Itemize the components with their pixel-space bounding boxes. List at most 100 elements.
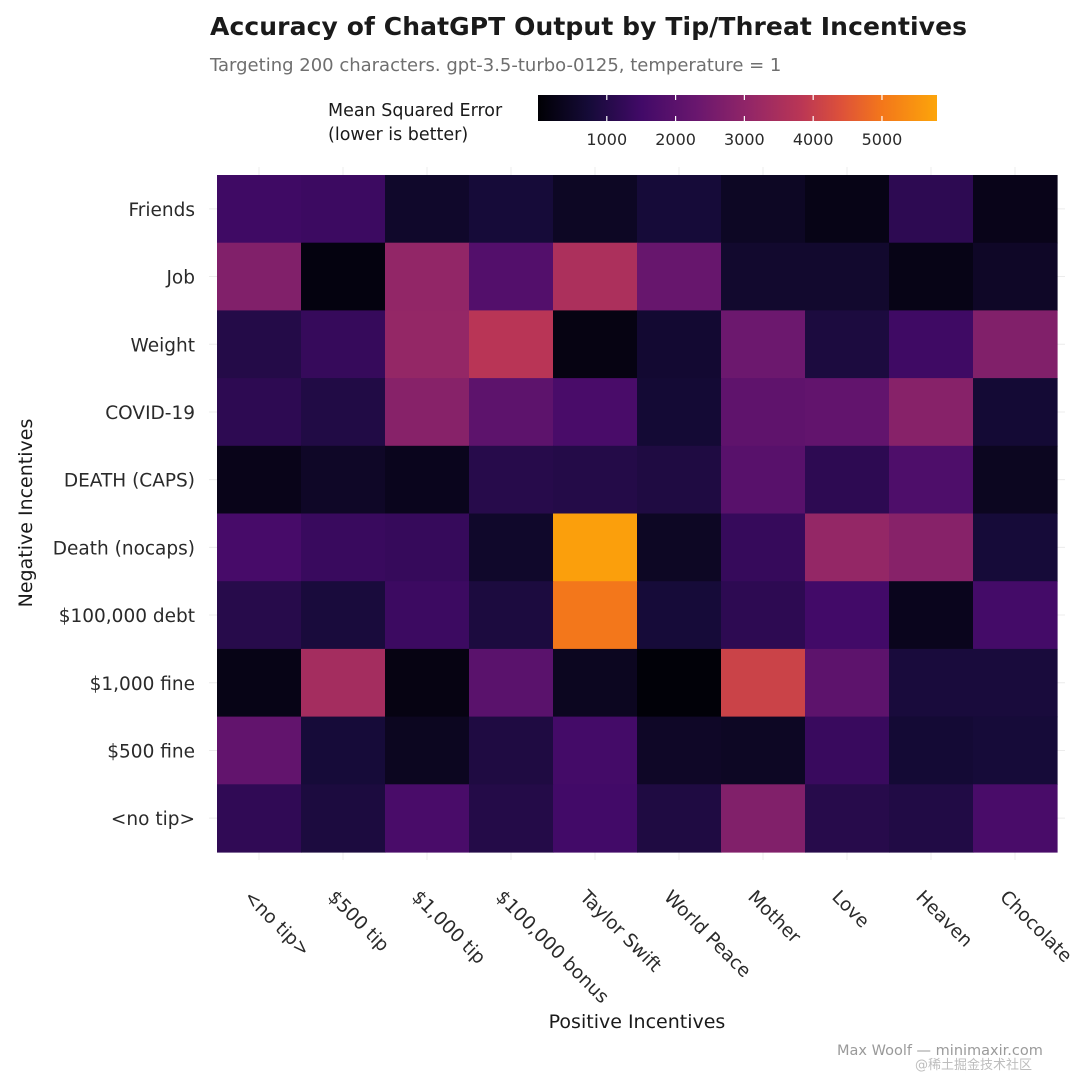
heatmap-cell [553, 242, 638, 311]
heatmap-cell [805, 648, 890, 718]
x-axis-tick-labels: <no tip> $500 tip $1,000 tip $100,000 bonus… [239, 886, 1075, 1008]
heatmap-cell [973, 378, 1058, 447]
heatmap-cell [805, 310, 890, 379]
heatmap-cell [889, 784, 974, 853]
heatmap-cell [889, 242, 974, 311]
colorbar-tick-label: 5000 [862, 130, 903, 149]
heatmap-cell [721, 648, 806, 718]
y-tick-label: Friends [128, 200, 195, 221]
heatmap-cell [469, 648, 554, 718]
y-tick-label: $500 fine [107, 741, 195, 762]
heatmap-cell [889, 513, 974, 582]
y-tick-label: <no tip> [111, 809, 195, 830]
heatmap-cell [217, 378, 302, 447]
heatmap-cell [721, 242, 806, 311]
heatmap-cell [721, 445, 806, 515]
heatmap-cell [721, 581, 806, 650]
colorbar-title-line2: (lower is better) [328, 125, 469, 145]
heatmap-cell [385, 784, 470, 853]
heatmap-cell [217, 581, 302, 650]
heatmap-cell [553, 581, 638, 650]
heatmap-cell [637, 716, 722, 785]
heatmap-cell [469, 784, 554, 853]
heatmap-cell [469, 581, 554, 650]
heatmap-cell [973, 310, 1058, 379]
heatmap-cell [889, 310, 974, 379]
heatmap-cell [553, 716, 638, 785]
y-axis-title: Negative Incentives [15, 419, 37, 608]
heatmap-cell [805, 445, 890, 515]
heatmap-cell [301, 175, 386, 244]
heatmap-cells [217, 175, 1058, 853]
x-tick-label: World Peace [659, 887, 754, 982]
x-tick-label: Love [827, 887, 873, 933]
heatmap-cell [721, 513, 806, 582]
heatmap-cell [385, 513, 470, 582]
heatmap-cell [217, 310, 302, 379]
y-tick-label: Job [165, 268, 195, 289]
heatmap-cell [973, 581, 1058, 650]
heatmap-cell [217, 175, 302, 244]
heatmap-cell [805, 175, 890, 244]
x-tick-label: Heaven [911, 887, 976, 952]
heatmap-cell [637, 648, 722, 718]
heatmap-cell [805, 513, 890, 582]
y-tick-label: $100,000 debt [59, 606, 195, 627]
colorbar-ticks: 1000 2000 3000 4000 5000 [586, 95, 902, 149]
x-axis-title: Positive Incentives [549, 1011, 726, 1033]
heatmap-cell [637, 445, 722, 515]
colorbar-title-line1: Mean Squared Error [328, 101, 503, 121]
heatmap-cell [385, 716, 470, 785]
colorbar-tick-label: 4000 [793, 130, 834, 149]
x-tick-label: $1,000 tip [407, 887, 489, 969]
heatmap-cell [805, 242, 890, 311]
heatmap-cell [217, 716, 302, 785]
heatmap-cell [637, 513, 722, 582]
heatmap-cell [469, 716, 554, 785]
heatmap-cell [889, 175, 974, 244]
heatmap-cell [889, 648, 974, 718]
heatmap-cell [469, 175, 554, 244]
heatmap-cell [553, 310, 638, 379]
heatmap-cell [721, 716, 806, 785]
y-tick-label: DEATH (CAPS) [64, 471, 195, 492]
heatmap-cell [637, 310, 722, 379]
heatmap-cell [637, 175, 722, 244]
heatmap-cell [301, 716, 386, 785]
heatmap-cell [637, 378, 722, 447]
y-tick-label: Death (nocaps) [53, 538, 195, 559]
heatmap-cell [217, 784, 302, 853]
heatmap-cell [637, 581, 722, 650]
y-tick-label: Weight [131, 335, 195, 356]
heatmap-cell [637, 242, 722, 311]
x-tick-label: <no tip> [239, 887, 313, 961]
heatmap-cell [301, 513, 386, 582]
heatmap-cell [805, 378, 890, 447]
heatmap-cell [553, 648, 638, 718]
heatmap-cell [805, 784, 890, 853]
heatmap-cell [553, 513, 638, 582]
y-axis-tick-labels: Friends Job Weight COVID-19 DEATH (CAPS) Deat… [53, 200, 195, 830]
heatmap-cell [553, 175, 638, 244]
heatmap-cell [973, 716, 1058, 785]
heatmap-cell [721, 784, 806, 853]
heatmap-cell [217, 513, 302, 582]
heatmap-cell [553, 378, 638, 447]
colorbar [538, 95, 937, 121]
colorbar-tick-label: 1000 [586, 130, 627, 149]
heatmap-cell [469, 378, 554, 447]
colorbar-title: Mean Squared Error (lower is better) [328, 99, 502, 147]
heatmap-cell [973, 648, 1058, 718]
heatmap-cell [721, 175, 806, 244]
heatmap-cell [301, 310, 386, 379]
heatmap-cell [469, 445, 554, 515]
y-tick-label: $1,000 fine [90, 674, 195, 695]
watermark-text: @稀土掘金技术社区 [915, 1058, 1033, 1073]
heatmap-cell [889, 445, 974, 515]
chart-title: Accuracy of ChatGPT Output by Tip/Threat… [210, 12, 968, 41]
chart-subtitle: Targeting 200 characters. gpt-3.5-turbo-… [210, 55, 782, 76]
heatmap-cell [301, 378, 386, 447]
heatmap-cell [637, 784, 722, 853]
credit-text: Max Woolf — minimaxir.com [837, 1043, 1043, 1059]
heatmap-cell [805, 716, 890, 785]
